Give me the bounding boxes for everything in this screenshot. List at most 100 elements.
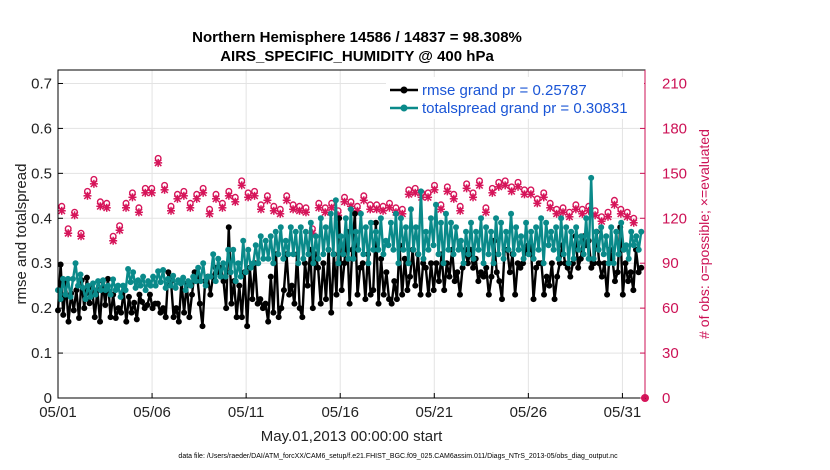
evaluated-marker [192,194,201,203]
evaluated-marker [83,191,92,200]
totalspread-series-point [367,219,374,226]
rmse-series-point [338,287,345,294]
rmse-series-point [102,301,109,308]
rmse-series-point [428,260,435,267]
rmse-series-point [186,314,193,321]
y-tick-label: 0.5 [31,165,52,182]
totalspread-series-point [147,282,154,289]
totalspread-series-point [85,282,92,289]
evaluated-marker [199,188,208,197]
y-right-tick-label: 120 [662,210,687,227]
totalspread-series-point [613,228,620,235]
totalspread-series-point [155,268,162,275]
evaluated-marker [160,185,169,194]
rmse-series-point [188,291,195,298]
totalspread-series-point [410,246,417,253]
rmse-series-point [362,296,369,303]
rmse-series-point [275,314,282,321]
evaluated-marker [224,191,233,200]
totalspread-series-point [603,233,610,240]
legend-swatch-marker [400,104,408,112]
rmse-series-point [359,260,366,267]
totalspread-series-point [500,255,507,262]
rmse-series-point [83,274,90,281]
totalspread-series-point [297,224,304,231]
totalspread-series-point [615,251,622,258]
totalspread-series-point [575,246,582,253]
totalspread-series-point [432,201,439,208]
rmse-series-point [357,264,364,271]
evaluated-marker [462,184,471,193]
totalspread-series-point [600,251,607,258]
rmse-series-point [367,291,374,298]
totalspread-series-point [437,219,444,226]
totalspread-series-point [245,246,252,253]
totalspread-series-point [80,284,87,291]
totalspread-series-point [262,237,269,244]
rmse-series-point [315,264,322,271]
rmse-series-point [351,210,358,217]
totalspread-series-point [150,273,157,280]
rmse-series-point [407,273,414,280]
evaluated-marker [102,203,111,212]
totalspread-series-point [337,233,344,240]
totalspread-series-point [332,197,339,204]
rmse-series-point [76,315,83,322]
totalspread-series-point [180,274,187,281]
rmse-series-point [543,273,550,280]
totalspread-series-point [490,260,497,267]
totalspread-series-point [117,293,124,300]
totalspread-series-point [635,246,642,253]
rmse-series-point [267,273,274,280]
totalspread-series-point [112,287,119,294]
rmse-series-point [399,291,406,298]
evaluated-marker [179,191,188,200]
evaluated-marker [250,191,259,200]
rmse-series-point [590,260,597,267]
rmse-series-point [611,278,618,285]
evaluated-marker [424,193,433,202]
rmse-series-point [154,300,161,307]
evaluated-marker [629,218,638,227]
rmse-series-point [441,287,448,294]
rmse-series-point [625,278,632,285]
totalspread-series-point [475,246,482,253]
totalspread-series-point [548,228,555,235]
totalspread-series-point [415,251,422,258]
rmse-series-point [520,260,527,267]
totalspread-series-point [285,251,292,258]
totalspread-series-point [255,260,262,267]
evaluated-marker [218,203,227,212]
evaluated-marker [469,193,478,202]
rmse-series-point [207,291,214,298]
totalspread-series-point [230,246,237,253]
rmse-series-point [286,291,293,298]
evaluated-marker [449,194,458,203]
rmse-series-point [435,278,442,285]
evaluated-marker [494,182,503,191]
rmse-series-point [104,275,111,282]
totalspread-series-point [292,228,299,235]
rmse-series-point [162,314,169,321]
totalspread-series-point [620,246,627,253]
rmse-series-point [112,315,119,322]
totalspread-series-point [495,251,502,258]
totalspread-series-point [287,224,294,231]
totalspread-series-point [252,242,259,249]
totalspread-series-point [320,251,327,258]
rmse-series-point [236,282,243,289]
evaluated-marker [205,209,214,218]
rmse-series-point [372,219,379,226]
totalspread-series-point [633,233,640,240]
rmse-series-point [551,296,558,303]
totalspread-series-point [142,287,149,294]
rmse-series-point [564,264,571,271]
totalspread-series-point [87,293,94,300]
totalspread-series-point [135,277,142,284]
totalspread-series-point [553,224,560,231]
totalspread-series-point [485,251,492,258]
totalspread-series-point [590,255,597,262]
totalspread-series-point [573,224,580,231]
evaluated-marker [366,205,375,214]
totalspread-series-point [505,246,512,253]
